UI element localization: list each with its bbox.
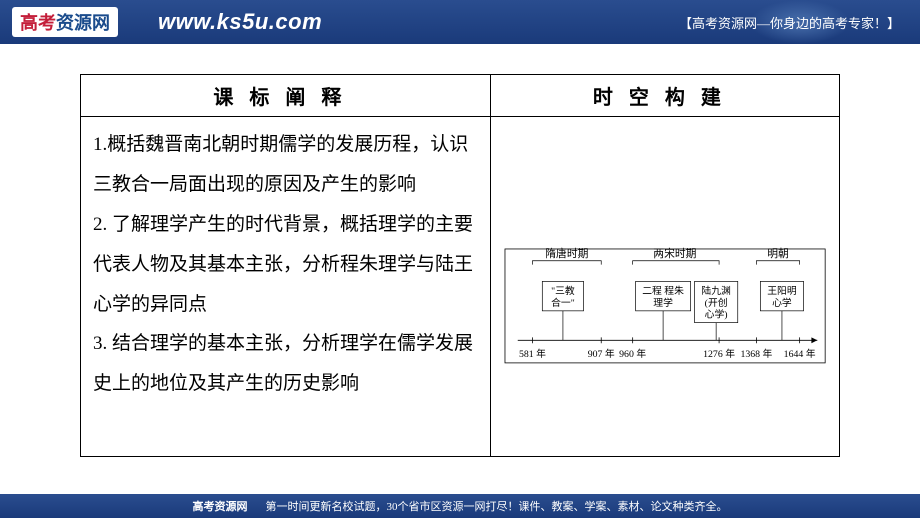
footer-text: 第一时间更新名校试题，30个省市区资源一网打尽！课件、教案、学案、素材、论文种类… xyxy=(266,498,728,514)
objectives-list: 1.概括魏晋南北朝时期儒学的发展历程，认识三教合一局面出现的原因及产生的影响 2… xyxy=(81,117,490,412)
site-tagline: 【高考资源网—你身边的高考专家！】 xyxy=(679,13,900,32)
objective-item: 3. 结合理学的基本主张，分析理学在儒学发展史上的地位及其产生的历史影响 xyxy=(93,324,478,404)
site-logo: 高考资源网 xyxy=(12,7,118,37)
objective-item: 2. 了解理学产生的时代背景，概括理学的主要代表人物及其基本主张，分析程朱理学与… xyxy=(93,205,478,325)
logo-text-blue: 资源网 xyxy=(56,9,110,35)
svg-text:心学): 心学) xyxy=(705,308,728,321)
svg-text:907 年: 907 年 xyxy=(588,347,615,360)
col-header-objectives: 课标阐释 xyxy=(81,75,491,117)
svg-text:1644 年: 1644 年 xyxy=(784,347,816,360)
col-header-timeline: 时空构建 xyxy=(490,75,839,117)
svg-text:960 年: 960 年 xyxy=(619,347,646,360)
objective-item: 1.概括魏晋南北朝时期儒学的发展历程，认识三教合一局面出现的原因及产生的影响 xyxy=(93,125,478,205)
footer-bar: 高考资源网 第一时间更新名校试题，30个省市区资源一网打尽！课件、教案、学案、素… xyxy=(0,494,920,518)
svg-text:1276 年: 1276 年 xyxy=(703,347,735,360)
footer-brand: 高考资源网 xyxy=(193,498,248,514)
main-table: 课标阐释 时空构建 1.概括魏晋南北朝时期儒学的发展历程，认识三教合一局面出现的… xyxy=(80,74,840,457)
svg-text:"三教: "三教 xyxy=(551,284,575,297)
svg-text:隋唐时期: 隋唐时期 xyxy=(545,247,588,260)
svg-text:合一": 合一" xyxy=(551,296,575,309)
content-area: 课标阐释 时空构建 1.概括魏晋南北朝时期儒学的发展历程，认识三教合一局面出现的… xyxy=(0,44,920,457)
svg-text:581 年: 581 年 xyxy=(519,347,546,360)
svg-text:陆九渊: 陆九渊 xyxy=(701,284,731,297)
svg-text:两宋时期: 两宋时期 xyxy=(653,247,696,260)
svg-text:王阳明: 王阳明 xyxy=(767,285,797,297)
svg-text:1368 年: 1368 年 xyxy=(740,347,772,360)
svg-text:明朝: 明朝 xyxy=(767,247,789,260)
site-url: www.ks5u.com xyxy=(158,9,322,35)
svg-text:二程 程朱: 二程 程朱 xyxy=(642,285,684,297)
objectives-cell: 1.概括魏晋南北朝时期儒学的发展历程，认识三教合一局面出现的原因及产生的影响 2… xyxy=(81,117,491,457)
header-bar: 高考资源网 www.ks5u.com 【高考资源网—你身边的高考专家！】 xyxy=(0,0,920,44)
svg-text:(开创: (开创 xyxy=(705,296,728,309)
svg-text:理学: 理学 xyxy=(653,296,673,309)
timeline-cell: 隋唐时期 两宋时期 明朝 "三教合一" 二程 程朱理学 陆九渊(开创心学) 王阳明心学 581… xyxy=(490,117,839,457)
timeline-svg: 隋唐时期 两宋时期 明朝 "三教合一" 二程 程朱理学 陆九渊(开创心学) 王阳明心学 581… xyxy=(503,247,827,365)
logo-text-red: 高考 xyxy=(20,9,56,35)
timeline-diagram: 隋唐时期 两宋时期 明朝 "三教合一" 二程 程朱理学 陆九渊(开创心学) 王阳明心学 581… xyxy=(503,247,827,370)
svg-text:心学: 心学 xyxy=(772,296,792,309)
